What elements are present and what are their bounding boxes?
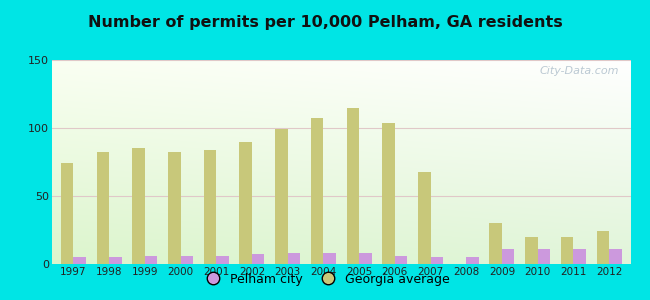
Bar (311, 118, 324, 264)
Bar (561, 237, 573, 264)
Bar (324, 253, 336, 264)
Bar (97, 152, 109, 264)
Bar (382, 123, 395, 264)
Bar (61, 164, 73, 264)
Bar (239, 142, 252, 264)
Bar (252, 254, 265, 264)
Text: City-Data.com: City-Data.com (540, 66, 619, 76)
Bar (145, 256, 157, 264)
Bar (418, 172, 430, 264)
Legend: Pelham city, Georgia average: Pelham city, Georgia average (195, 268, 455, 291)
Bar (73, 257, 86, 264)
Bar (609, 249, 621, 264)
Bar (359, 253, 372, 264)
Bar (288, 253, 300, 264)
Bar (525, 237, 538, 264)
Bar (573, 249, 586, 264)
Bar (395, 256, 408, 264)
Bar (216, 256, 229, 264)
Bar (489, 223, 502, 264)
Bar (430, 257, 443, 264)
Bar (133, 148, 145, 264)
Text: Number of permits per 10,000 Pelham, GA residents: Number of permits per 10,000 Pelham, GA … (88, 15, 562, 30)
Bar (346, 108, 359, 264)
Bar (109, 257, 122, 264)
Bar (275, 129, 288, 264)
Bar (466, 257, 479, 264)
Bar (502, 249, 514, 264)
Bar (538, 249, 550, 264)
Bar (597, 231, 609, 264)
Bar (181, 256, 193, 264)
Bar (203, 150, 216, 264)
Bar (168, 152, 181, 264)
